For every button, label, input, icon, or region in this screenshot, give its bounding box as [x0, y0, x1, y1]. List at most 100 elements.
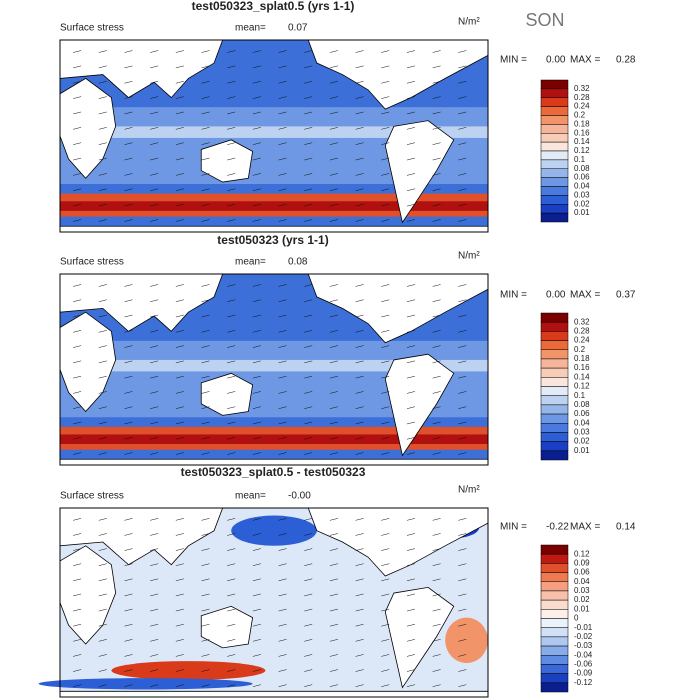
wind-vector: [201, 173, 210, 176]
colorbar-label: 0.01: [574, 446, 590, 455]
units-label: N/m²: [458, 251, 480, 262]
wind-vector: [329, 684, 338, 687]
wind-vector: [252, 563, 261, 566]
wind-vector: [432, 563, 441, 566]
wind-vector: [252, 111, 261, 115]
wind-vector: [381, 80, 390, 84]
wind-vector: [355, 96, 364, 99]
wind-vector: [406, 219, 416, 222]
colorbar-label: 0: [574, 614, 579, 623]
wind-vector: [381, 375, 390, 379]
wind-vector: [355, 50, 364, 53]
wind-vector: [432, 96, 441, 99]
colorbar-box: [540, 673, 569, 684]
panel-title: test050323 (yrs 1-1): [217, 233, 328, 247]
colorbar-box: [540, 386, 569, 396]
wind-vector: [252, 518, 261, 521]
colorbar-label: 0.04: [574, 577, 590, 586]
wind-vector: [124, 375, 133, 379]
wind-vector: [355, 452, 364, 455]
wind-vector: [458, 684, 467, 687]
wind-vector: [406, 157, 416, 161]
wind-vector: [406, 608, 416, 612]
wind-vector: [124, 360, 133, 364]
min-value: -0.22: [546, 522, 569, 533]
wind-vector: [227, 437, 236, 440]
wind-vector: [201, 654, 210, 657]
wind-vector: [175, 391, 184, 394]
wind-vector: [458, 157, 467, 161]
wind-vector: [252, 593, 261, 597]
wind-vector: [227, 188, 236, 192]
wind-vector: [329, 314, 338, 318]
wind-vector: [329, 50, 338, 53]
wind-vector: [201, 391, 210, 394]
wind-vector: [175, 360, 184, 364]
wind-vector: [150, 437, 159, 440]
colorbar-label: 0.06: [574, 173, 590, 182]
wind-vector: [329, 219, 338, 222]
colorbar-label: 0.03: [574, 428, 590, 437]
wind-vector: [406, 203, 416, 207]
wind-vector: [406, 639, 416, 642]
wind-vector: [73, 299, 82, 302]
continent: [200, 605, 254, 649]
wind-vector: [124, 391, 133, 394]
colorbar-label: -0.03: [574, 641, 593, 650]
wind-vector: [98, 330, 107, 333]
field-label: Surface stress: [60, 491, 124, 502]
colorbar-label: 0.2: [574, 345, 586, 354]
colorbar-label: 0.01: [574, 604, 590, 613]
wind-vector: [175, 421, 184, 425]
wind-vector: [201, 142, 210, 145]
colorbar-label: -0.09: [574, 669, 593, 678]
wind-vector: [278, 80, 287, 84]
wind-vector: [227, 623, 236, 627]
wind-vector: [381, 50, 390, 53]
wind-vector: [252, 219, 261, 222]
wind-vector: [406, 96, 416, 99]
wind-vector: [381, 188, 390, 192]
continent: [59, 690, 489, 698]
wind-vector: [227, 360, 236, 364]
map: [59, 273, 489, 466]
wind-vector: [458, 406, 467, 409]
wind-vector: [98, 96, 107, 99]
wind-vector: [329, 65, 338, 69]
wind-vector: [432, 299, 441, 302]
wind-vector: [252, 608, 261, 612]
wind-vector: [278, 608, 287, 612]
wind-vector: [458, 127, 467, 130]
wind-vector: [227, 375, 236, 379]
wind-vector: [278, 360, 287, 364]
wind-vector: [175, 188, 184, 192]
wind-vector: [329, 654, 338, 657]
wind-vector: [432, 314, 441, 318]
wind-vector: [329, 203, 338, 207]
wind-vector: [406, 50, 416, 53]
wind-vector: [201, 437, 210, 440]
colorbar-box: [540, 664, 569, 674]
wind-vector: [175, 437, 184, 440]
colorbar-box: [540, 349, 569, 360]
wind-vector: [432, 623, 441, 627]
continent: [59, 273, 224, 332]
wind-vector: [73, 203, 82, 207]
wind-vector: [432, 437, 441, 440]
colorbar-box: [540, 553, 569, 564]
wind-vector: [304, 65, 313, 69]
colorbar-box: [540, 404, 569, 415]
wind-vector: [458, 299, 467, 302]
wind-vector: [304, 533, 313, 536]
wind-vector: [201, 421, 210, 425]
wind-vector: [227, 203, 236, 207]
wind-vector: [432, 173, 441, 176]
wind-vector: [381, 421, 390, 425]
wind-vector: [355, 548, 364, 551]
wind-vector: [124, 669, 133, 672]
colorbar-label: 0.04: [574, 418, 590, 427]
wind-vector: [150, 284, 159, 287]
wind-vector: [304, 188, 313, 192]
wind-vector: [98, 669, 107, 672]
wind-vector: [150, 578, 159, 582]
